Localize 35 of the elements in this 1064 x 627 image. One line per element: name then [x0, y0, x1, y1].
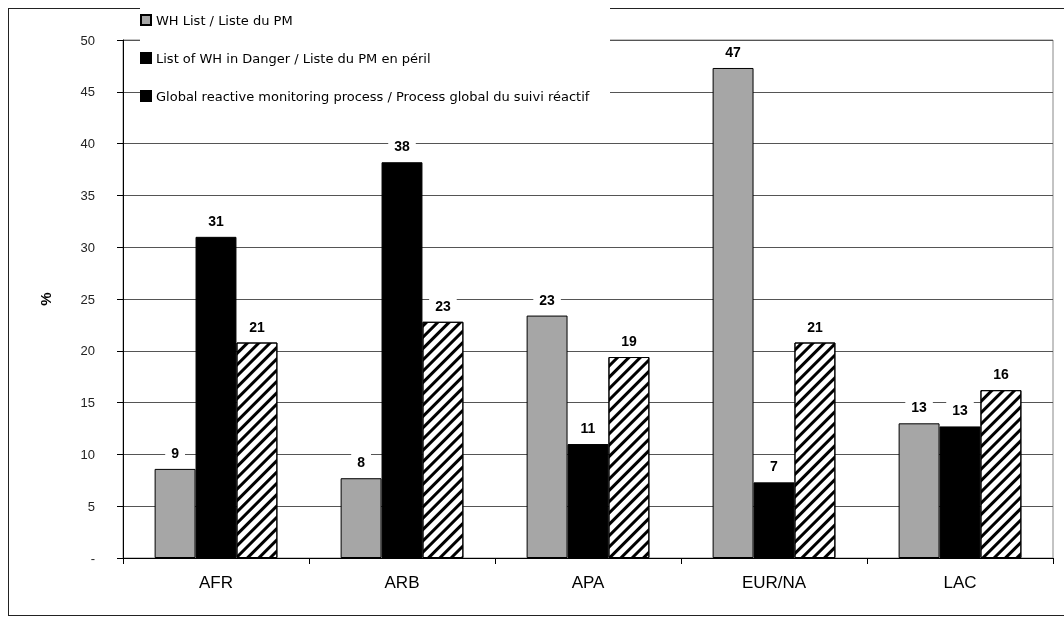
y-tick-label: 30 [80, 239, 95, 255]
legend-label: List of WH in Danger / Liste du PM en péril [156, 50, 431, 66]
data-label: 23 [435, 297, 451, 314]
data-label: 16 [993, 366, 1009, 383]
y-tick-label: 5 [87, 498, 95, 514]
legend-label: WH List / Liste du PM [156, 12, 293, 28]
y-tick-label: 45 [80, 84, 95, 100]
data-label: 21 [807, 318, 823, 335]
data-label: 31 [208, 212, 224, 229]
legend-label: Global reactive monitoring process / Process global du suivi réactif [156, 88, 590, 104]
x-tick-label: ARB [384, 573, 420, 592]
data-label: 13 [952, 402, 968, 419]
data-label: 9 [171, 444, 180, 461]
y-tick-label: 20 [80, 343, 95, 359]
x-tick-label: AFR [199, 573, 233, 592]
y-tick-label: 15 [80, 395, 95, 411]
y-tick-label: 40 [80, 136, 95, 152]
data-label: 47 [725, 43, 742, 60]
y-tick-label: 25 [80, 291, 95, 307]
x-tick-label: LAC [943, 573, 977, 592]
y-axis-title: % [37, 292, 54, 306]
y-tick-label: - [90, 550, 95, 566]
y-tick-label: 35 [80, 187, 95, 203]
data-label: 8 [357, 454, 366, 471]
data-label: 19 [621, 333, 637, 350]
x-tick-label: EUR/NA [741, 573, 807, 592]
data-label: 23 [539, 291, 556, 308]
y-tick-label: 10 [80, 446, 95, 462]
data-label: 38 [394, 138, 410, 155]
data-label: 21 [249, 318, 265, 335]
y-tick-label: 50 [80, 32, 95, 48]
data-label: 7 [770, 458, 779, 475]
x-tick-label: APA [571, 573, 606, 592]
data-label: 11 [580, 420, 596, 437]
data-label: 13 [911, 399, 928, 416]
